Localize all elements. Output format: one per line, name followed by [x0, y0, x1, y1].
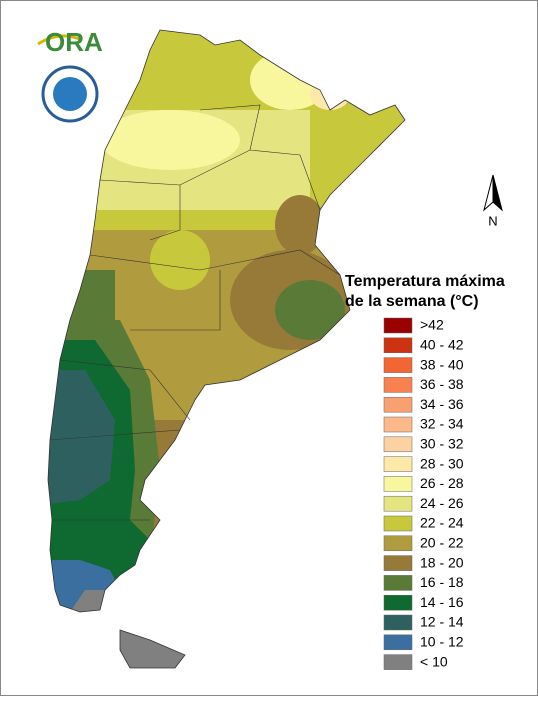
legend-label: < 10 [420, 653, 448, 669]
legend-swatch [383, 515, 413, 532]
legend-label: 24 - 26 [420, 495, 464, 511]
legend-swatch [383, 377, 413, 393]
legend-label: 14 - 16 [420, 594, 464, 610]
legend-swatch [383, 416, 413, 433]
legend-swatch [383, 535, 413, 552]
logo-text: ORA [45, 27, 103, 57]
legend-swatch [383, 436, 413, 453]
legend-label: 38 - 40 [420, 356, 464, 372]
compass: N [483, 174, 503, 228]
legend-swatch [383, 594, 413, 611]
emblem-center [53, 77, 87, 111]
legend-label: 12 - 14 [420, 614, 464, 630]
legend-swatch [383, 337, 413, 354]
province-borders [49, 104, 341, 521]
legend: Temperatura máxima de la semana (°C) >42 40… [345, 273, 505, 670]
legend-swatch [383, 575, 413, 591]
legend-swatch [383, 357, 413, 373]
legend-swatch [383, 476, 413, 492]
legend-label: 40 - 42 [420, 337, 464, 353]
legend-swatch [383, 456, 413, 472]
legend-label: 26 - 28 [420, 475, 464, 491]
legend-title: Temperatura máxima [345, 273, 505, 290]
legend-label: 20 - 22 [420, 535, 464, 551]
legend-title: de la semana (°C) [345, 293, 479, 310]
legend-swatch [383, 396, 413, 413]
legend-swatch [383, 495, 413, 512]
legend-label: 30 - 32 [420, 436, 464, 452]
legend-label: 10 - 12 [420, 634, 464, 650]
legend-swatch [383, 555, 413, 571]
legend-swatch [383, 634, 413, 651]
legend-swatch [383, 654, 413, 670]
legend-label: 22 - 24 [420, 515, 464, 531]
compass-label: N [488, 213, 497, 228]
legend-swatch [383, 317, 413, 334]
logo: ORA [37, 27, 103, 123]
legend-label: 16 - 18 [420, 574, 464, 590]
country-outline [47, 29, 406, 613]
legend-label: 28 - 30 [420, 455, 464, 471]
legend-swatch [383, 614, 413, 631]
legend-label: 36 - 38 [420, 376, 464, 392]
legend-label: 34 - 36 [420, 396, 464, 412]
tierra-del-fuego [119, 629, 186, 669]
legend-label: 18 - 20 [420, 554, 464, 570]
legend-label: 32 - 34 [420, 416, 464, 432]
legend-label: >42 [420, 317, 444, 333]
